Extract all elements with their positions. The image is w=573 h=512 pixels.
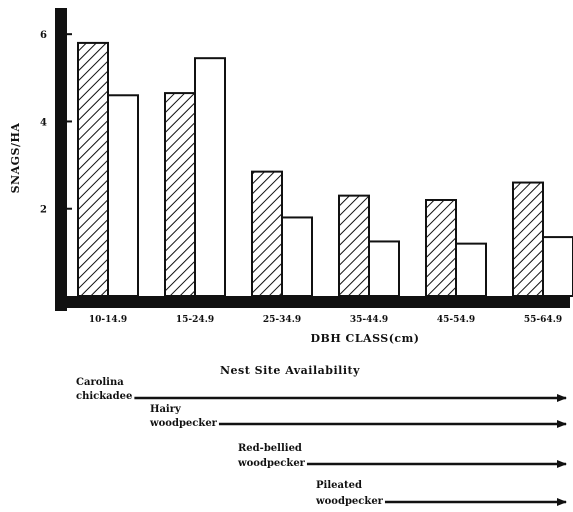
x-tick-label: 10-14.9	[89, 315, 127, 325]
bar-hatched-1	[164, 92, 196, 297]
nest-site-row: Carolina chickadee	[76, 377, 567, 402]
x-tick-label: 15-24.9	[176, 315, 214, 325]
species-label: Pileated	[316, 480, 362, 491]
bar-hatched-2	[251, 170, 283, 298]
bar-open-3	[368, 240, 400, 297]
bar-open-1	[194, 57, 226, 297]
bar-hatched-5	[512, 181, 544, 297]
x-tick-label: 55-64.9	[524, 315, 562, 325]
y-tick-label: 4	[40, 117, 47, 128]
species-label: woodpecker	[315, 496, 384, 507]
bar-hatched-4	[425, 199, 457, 297]
x-axis-bar	[55, 296, 570, 308]
y-tick-label: 6	[40, 30, 47, 41]
nest-site-title: Nest Site Availability	[220, 364, 360, 377]
x-tick-label: 35-44.9	[350, 315, 388, 325]
bar-open-4	[455, 242, 487, 298]
nest-site-availability: CarolinachickadeeHairywoodpeckerRed-bell…	[76, 377, 567, 507]
species-label: chickadee	[76, 391, 132, 402]
species-label: woodpecker	[237, 458, 306, 469]
bar-hatched-0	[77, 41, 109, 298]
nest-site-row: Pileated woodpecker	[315, 480, 567, 507]
bar-open-0	[107, 94, 139, 298]
nest-site-row: Hairy woodpecker	[149, 404, 567, 429]
bar-open-2	[281, 216, 313, 297]
y-axis-bar	[55, 8, 67, 311]
x-category-group: 10-14.9 15-24.9 25-34.9 35-44.9 45-54.9 55-64…	[89, 315, 562, 325]
nest-site-row: Red-bellied woodpecker	[237, 443, 567, 469]
bars-group	[77, 41, 573, 298]
y-tick-label: 2	[40, 205, 47, 216]
bar-plot-area: 2 4 6 10-14.9 15-24.9 25-34.9 35-44.9 45-54.9 5…	[40, 8, 573, 325]
species-label: woodpecker	[149, 418, 218, 429]
x-tick-label: 45-54.9	[437, 315, 475, 325]
bar-open-5	[542, 236, 573, 298]
y-axis-label: SNAGS/HA	[9, 123, 22, 194]
bar-hatched-3	[338, 194, 370, 298]
x-axis-label: DBH CLASS(cm)	[311, 332, 420, 345]
species-label: Red-bellied	[238, 443, 302, 454]
species-label: Hairy	[150, 404, 182, 415]
species-label: Carolina	[76, 377, 124, 388]
x-tick-label: 25-34.9	[263, 315, 301, 325]
y-tick-group: 2 4 6	[40, 30, 72, 216]
